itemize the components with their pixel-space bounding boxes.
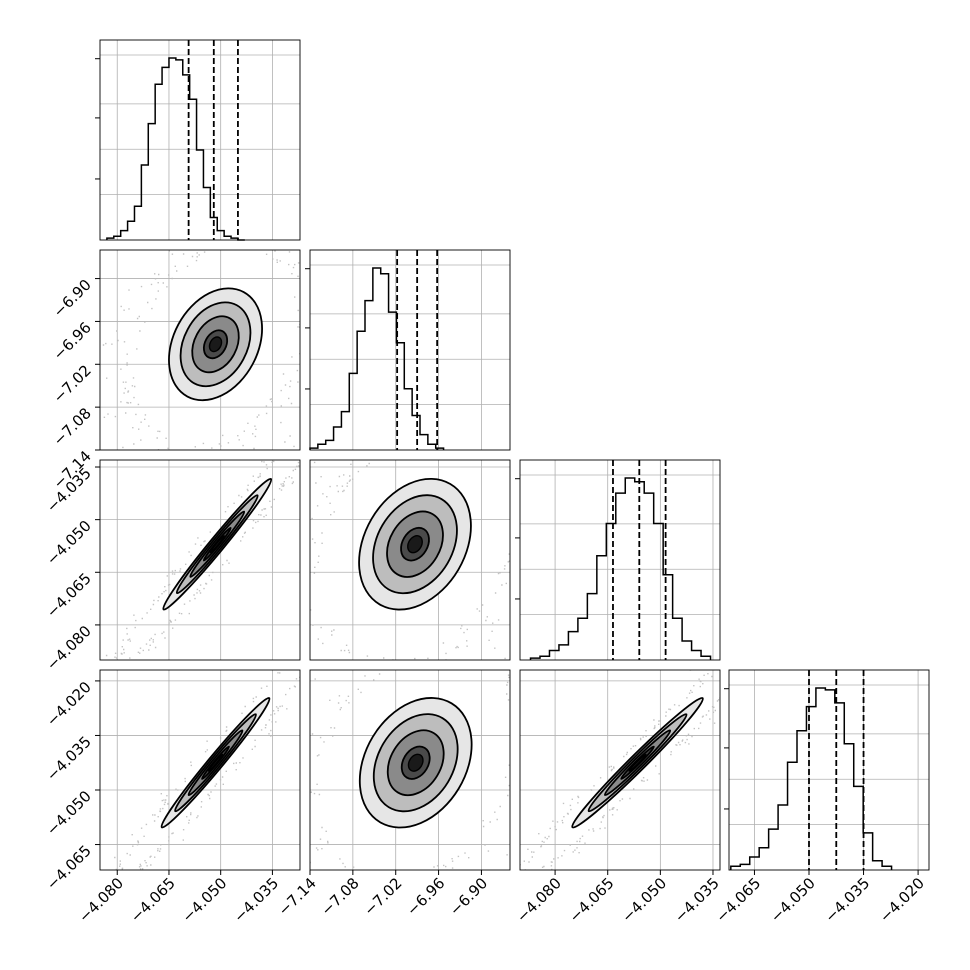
x-tick-label: −4.065 [127, 874, 179, 926]
contour-line [201, 745, 230, 780]
x-tick-label: −6.90 [446, 874, 491, 919]
contour-line [358, 477, 472, 611]
contour-core [209, 535, 225, 554]
contour-core [407, 753, 424, 772]
panel-frame [99, 39, 301, 241]
x-tick-label: −4.050 [767, 874, 819, 926]
contour-line [587, 713, 688, 813]
hist-panel-3 [724, 669, 930, 871]
x-tick-label: −4.020 [876, 874, 928, 926]
contour-line [372, 494, 458, 595]
histogram-bars [529, 477, 712, 660]
contour-line [187, 729, 244, 797]
hist-panel-0 [95, 39, 301, 241]
contour-line [358, 697, 473, 829]
contour-core [207, 753, 224, 772]
x-tick-label: −7.14 [275, 874, 320, 919]
y-tick-label: −4.050 [43, 787, 95, 839]
hist-panel-1 [305, 249, 511, 451]
contour-line [372, 713, 459, 813]
density-panel-3-0 [99, 669, 301, 871]
contour-line [202, 526, 232, 562]
density-panel-3-1 [309, 669, 511, 871]
x-tick-label: −4.065 [712, 874, 764, 926]
contour-line [400, 745, 431, 780]
hist-panel-2 [515, 459, 721, 661]
y-tick-label: −7.08 [50, 404, 95, 449]
density-panel-1-0 [99, 249, 301, 451]
y-tick-label: −6.96 [50, 319, 95, 364]
contour-line [160, 697, 271, 829]
panel-frame [309, 669, 511, 871]
y-tick-label: −4.065 [43, 569, 95, 621]
contour-line [174, 713, 257, 813]
y-tick-label: −4.035 [43, 733, 95, 785]
contour-line [189, 510, 246, 578]
density-panel-3-2 [519, 669, 721, 871]
contour-line [179, 301, 252, 388]
histogram-bars [730, 687, 893, 870]
contour-core [628, 753, 647, 772]
panel-frame [309, 249, 511, 451]
x-tick-label: −4.065 [566, 874, 618, 926]
contour-line [620, 745, 655, 780]
contour-line [168, 287, 263, 402]
contour-line [175, 494, 259, 595]
contour-line [202, 329, 229, 360]
panel-frame [99, 669, 301, 871]
y-tick-label: −4.050 [43, 517, 95, 569]
contour-core [407, 535, 423, 554]
density-panel-2-0 [99, 459, 301, 661]
x-tick-label: −6.96 [403, 874, 448, 919]
panel-frame [519, 459, 721, 661]
panel-frame [309, 459, 511, 661]
panel-frame [99, 249, 301, 451]
contour-line [603, 729, 672, 797]
x-tick-label: −4.050 [618, 874, 670, 926]
x-tick-label: −4.035 [821, 874, 873, 926]
contour-line [400, 526, 430, 562]
panel-frame [519, 669, 721, 871]
y-tick-label: −4.080 [43, 622, 95, 674]
panel-frame [99, 459, 301, 661]
contour-core [208, 336, 223, 353]
x-tick-label: −7.02 [360, 874, 405, 919]
contour-line [571, 697, 704, 829]
x-tick-label: −4.050 [179, 874, 231, 926]
x-tick-label: −7.08 [317, 874, 362, 919]
density-panel-2-1 [309, 459, 511, 661]
panel-frame [728, 669, 930, 871]
y-tick-label: −4.020 [43, 678, 95, 730]
contour-line [191, 315, 240, 374]
x-tick-label: −4.035 [671, 874, 723, 926]
y-tick-label: −4.065 [43, 842, 95, 894]
contour-line [162, 477, 273, 611]
histogram-bars [309, 267, 445, 450]
x-tick-label: −4.080 [513, 874, 565, 926]
x-tick-label: −4.080 [75, 874, 127, 926]
y-tick-label: −7.02 [50, 361, 95, 406]
y-tick-label: −6.90 [50, 276, 95, 321]
contour-line [386, 729, 445, 797]
histogram-bars [106, 57, 245, 241]
contour-line [386, 510, 444, 578]
x-tick-label: −4.035 [230, 874, 282, 926]
